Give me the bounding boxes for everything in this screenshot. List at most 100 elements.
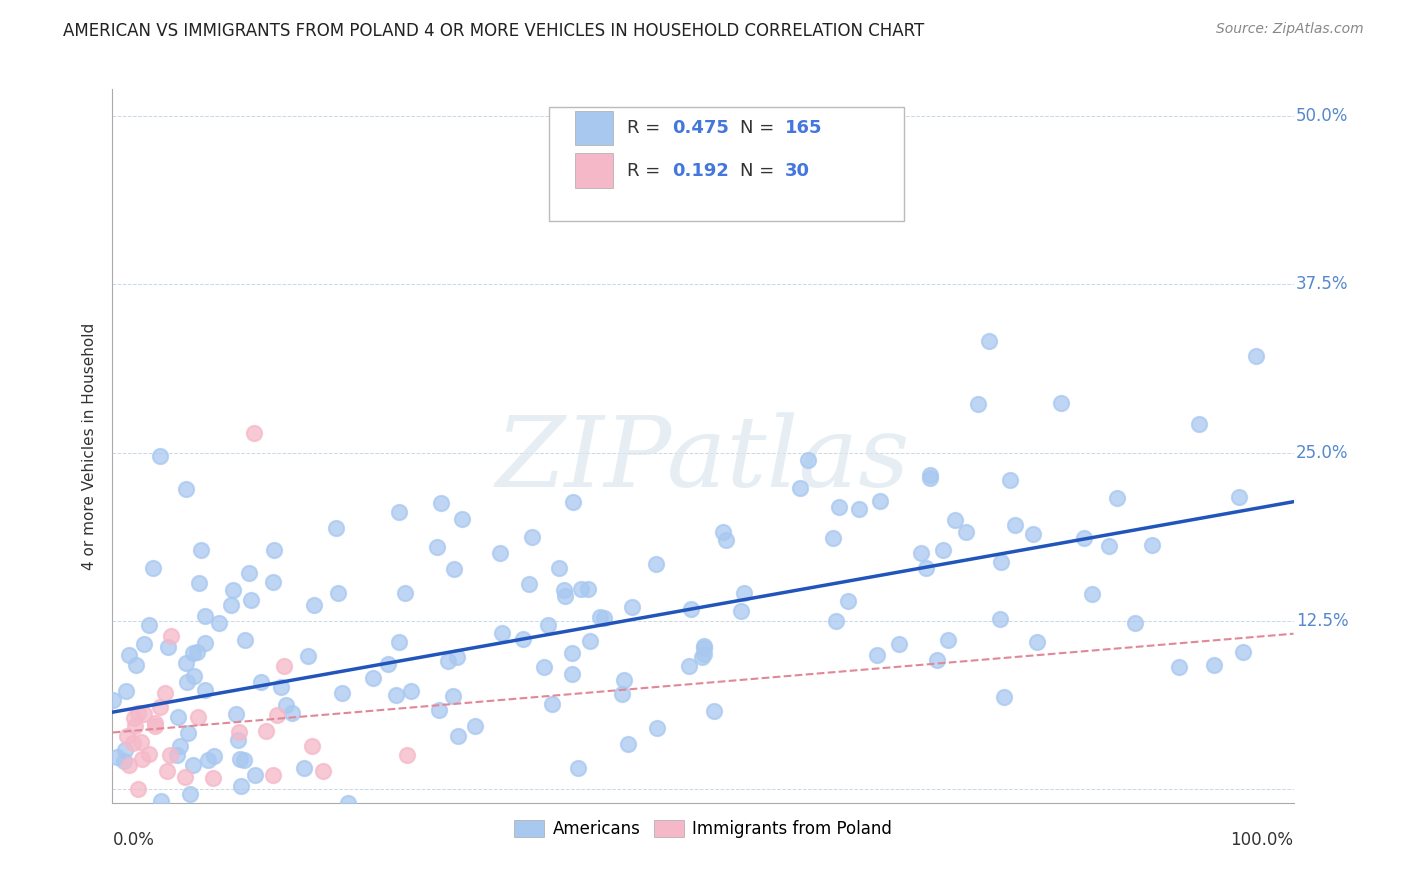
Point xyxy=(201,772,224,786)
Text: N =: N = xyxy=(740,161,779,179)
Point xyxy=(692,650,714,665)
Point xyxy=(214,809,236,823)
Point xyxy=(266,809,288,823)
Point xyxy=(430,495,453,509)
Legend: Americans, Immigrants from Poland: Americans, Immigrants from Poland xyxy=(508,813,898,845)
Point xyxy=(166,747,188,762)
Point xyxy=(243,768,266,782)
Point xyxy=(142,561,165,575)
Point xyxy=(593,610,616,624)
Text: AMERICAN VS IMMIGRANTS FROM POLAND 4 OR MORE VEHICLES IN HOUSEHOLD CORRELATION C: AMERICAN VS IMMIGRANTS FROM POLAND 4 OR … xyxy=(63,22,925,40)
Point xyxy=(173,770,195,784)
Point xyxy=(869,494,891,508)
Point xyxy=(186,645,208,659)
Point xyxy=(678,658,700,673)
Point xyxy=(160,629,183,643)
Point xyxy=(194,683,217,698)
Point xyxy=(612,687,634,701)
Point xyxy=(159,748,181,763)
Point xyxy=(263,543,285,558)
Point xyxy=(920,468,942,483)
Point xyxy=(491,626,513,640)
Point xyxy=(229,779,252,793)
Point xyxy=(405,809,427,823)
Point xyxy=(837,594,859,608)
Point xyxy=(262,574,284,589)
Point xyxy=(179,787,201,801)
Text: R =: R = xyxy=(627,161,666,179)
Text: 0.475: 0.475 xyxy=(672,119,730,136)
Point xyxy=(848,501,870,516)
Point xyxy=(1244,350,1267,364)
Point xyxy=(194,608,217,623)
Point xyxy=(385,688,408,702)
Point xyxy=(218,809,240,823)
Point xyxy=(174,656,197,670)
Point xyxy=(219,599,242,613)
Point xyxy=(533,660,555,674)
Point xyxy=(149,450,172,464)
Point xyxy=(361,671,384,685)
Text: R =: R = xyxy=(627,119,666,136)
Point xyxy=(966,397,988,411)
Point xyxy=(174,482,197,496)
Point xyxy=(176,675,198,690)
Point xyxy=(613,673,636,687)
Point xyxy=(263,809,285,823)
Point xyxy=(149,699,172,714)
Point xyxy=(138,747,160,761)
Point xyxy=(232,753,254,767)
FancyBboxPatch shape xyxy=(575,153,613,187)
Point xyxy=(1026,635,1049,649)
Point xyxy=(143,718,166,732)
Point xyxy=(512,632,534,646)
Point xyxy=(693,640,716,655)
Point xyxy=(1098,540,1121,554)
Point xyxy=(181,758,204,772)
Text: Source: ZipAtlas.com: Source: ZipAtlas.com xyxy=(1216,22,1364,37)
Point xyxy=(112,754,135,768)
FancyBboxPatch shape xyxy=(575,111,613,145)
Point xyxy=(990,555,1012,569)
Point xyxy=(194,636,217,650)
Point xyxy=(155,686,177,700)
Point xyxy=(188,575,211,590)
Point xyxy=(243,425,266,440)
Point xyxy=(554,589,576,603)
Point xyxy=(134,706,156,721)
Point xyxy=(733,586,755,600)
Point xyxy=(127,706,149,720)
Point xyxy=(281,706,304,720)
Point xyxy=(377,657,399,671)
Point xyxy=(990,612,1012,626)
Point xyxy=(122,710,145,724)
Point xyxy=(225,707,247,722)
Point xyxy=(156,764,179,779)
Point xyxy=(134,637,156,651)
Point xyxy=(520,530,543,544)
Point xyxy=(394,586,416,600)
FancyBboxPatch shape xyxy=(550,107,904,221)
Point xyxy=(163,809,186,823)
Point xyxy=(993,690,1015,704)
Point xyxy=(167,809,190,823)
Point xyxy=(222,583,245,598)
Point xyxy=(330,686,353,700)
Text: 25.0%: 25.0% xyxy=(1296,443,1348,462)
Point xyxy=(910,546,932,560)
Point xyxy=(553,582,575,597)
Point xyxy=(866,648,889,663)
Point xyxy=(388,635,411,649)
Point xyxy=(312,764,335,778)
Point xyxy=(915,560,938,574)
Point xyxy=(447,729,470,743)
Point xyxy=(998,473,1021,487)
Point xyxy=(190,809,212,823)
Point xyxy=(138,618,160,632)
Point xyxy=(239,593,262,607)
Point xyxy=(548,560,571,574)
Point xyxy=(692,639,714,653)
Point xyxy=(711,525,734,540)
Point xyxy=(131,752,153,766)
Point xyxy=(198,809,221,823)
